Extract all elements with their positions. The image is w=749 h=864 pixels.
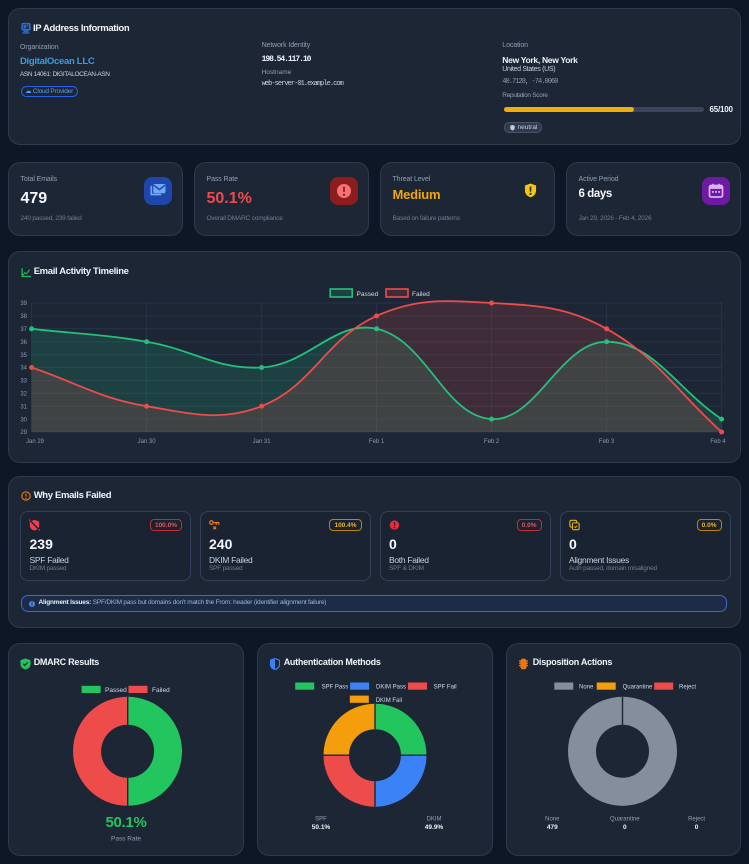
svg-text:37: 37	[20, 327, 27, 333]
svg-text:Feb 2: Feb 2	[484, 439, 500, 445]
svg-text:DKIM Fail: DKIM Fail	[376, 698, 402, 704]
svg-text:479: 479	[547, 824, 558, 831]
svg-text:Failed: Failed	[152, 687, 170, 694]
svg-text:Jan 29: Jan 29	[26, 439, 45, 445]
svg-text:35: 35	[20, 353, 27, 359]
svg-text:50.1%: 50.1%	[105, 814, 146, 831]
svg-text:50.1%: 50.1%	[312, 824, 331, 831]
svg-text:None: None	[579, 685, 594, 691]
svg-text:Feb 1: Feb 1	[369, 439, 385, 445]
svg-text:Passed: Passed	[105, 687, 127, 694]
svg-text:Pass Rate: Pass Rate	[111, 836, 141, 843]
svg-text:Quarantine: Quarantine	[610, 817, 640, 823]
svg-text:None: None	[545, 817, 560, 823]
svg-text:DKIM Pass: DKIM Pass	[376, 685, 406, 691]
svg-text:29: 29	[20, 430, 27, 436]
svg-text:Feb 4: Feb 4	[710, 439, 726, 445]
svg-text:0: 0	[623, 824, 627, 831]
svg-text:SPF Pass: SPF Pass	[322, 685, 349, 691]
svg-text:39: 39	[20, 301, 27, 307]
svg-text:0: 0	[695, 824, 699, 831]
svg-text:SPF: SPF	[315, 817, 327, 823]
svg-text:Passed: Passed	[357, 291, 379, 298]
svg-text:49.9%: 49.9%	[425, 824, 444, 831]
svg-text:34: 34	[20, 366, 27, 372]
svg-text:DKIM: DKIM	[427, 817, 442, 823]
svg-text:30: 30	[20, 417, 27, 423]
svg-text:38: 38	[20, 314, 27, 320]
svg-text:33: 33	[20, 379, 27, 385]
svg-text:Jan 31: Jan 31	[253, 439, 272, 445]
svg-text:36: 36	[20, 340, 27, 346]
svg-text:Quarantine: Quarantine	[623, 685, 653, 691]
svg-text:31: 31	[20, 404, 27, 410]
svg-text:Feb 3: Feb 3	[599, 439, 615, 445]
svg-text:Reject: Reject	[679, 685, 696, 691]
svg-text:Failed: Failed	[412, 291, 430, 298]
svg-text:Reject: Reject	[688, 817, 705, 823]
svg-text:32: 32	[20, 392, 27, 398]
svg-text:SPF Fail: SPF Fail	[434, 685, 457, 691]
svg-text:Jan 30: Jan 30	[138, 439, 157, 445]
